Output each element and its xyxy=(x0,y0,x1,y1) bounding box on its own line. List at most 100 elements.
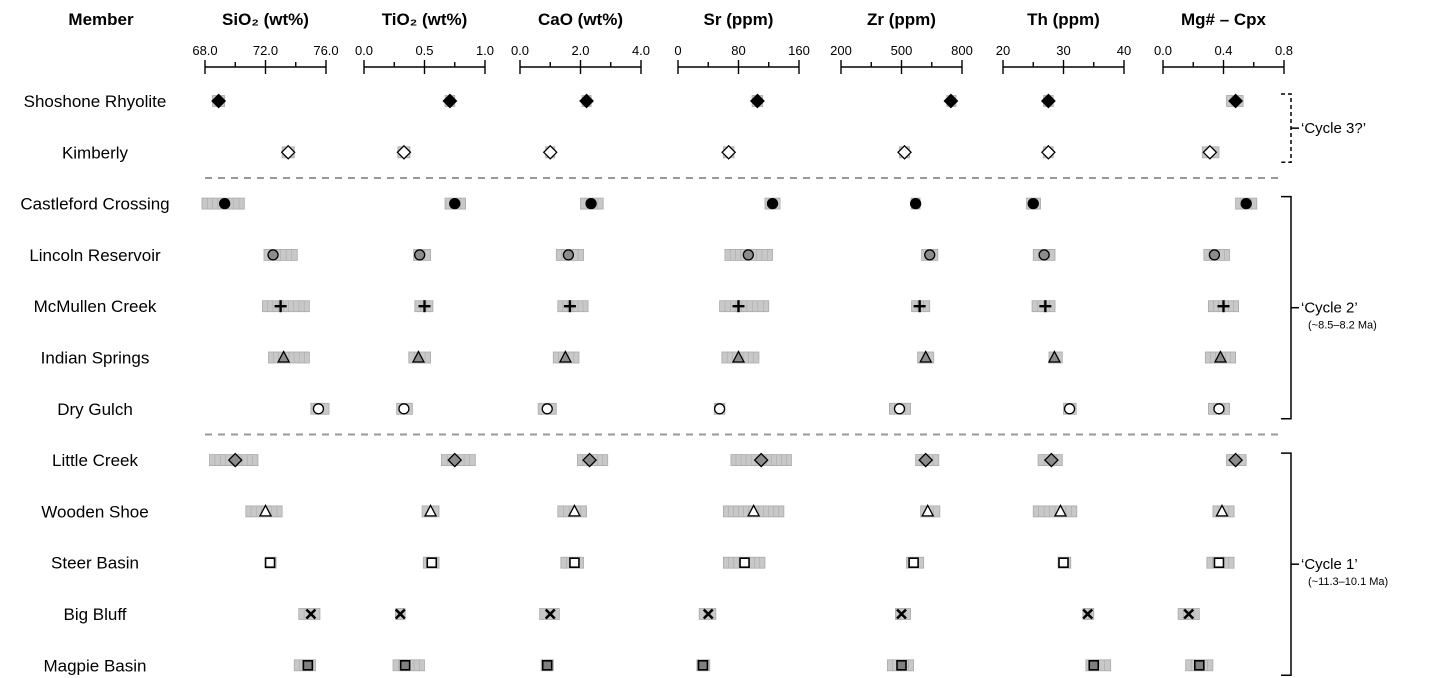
cycle-bracket-0 xyxy=(1281,93,1292,164)
tick-label: 40 xyxy=(1117,43,1131,58)
marker-x-b xyxy=(1183,608,1195,620)
member-header: Member xyxy=(68,10,134,29)
cycle-label-2: ‘Cycle 1’ xyxy=(1301,556,1358,573)
marker-x-b xyxy=(305,608,317,620)
marker-indian-springs-3 xyxy=(731,350,746,363)
marker-x-b xyxy=(394,608,406,620)
cycle-bracket-2 xyxy=(1281,452,1292,677)
marker-steer-basin-3 xyxy=(739,557,750,569)
tick-label: 160 xyxy=(788,43,810,58)
member-label-indian-springs: Indian Springs xyxy=(41,349,150,368)
marker-dry-gulch-5 xyxy=(1063,403,1076,415)
marker-big-bluff-6 xyxy=(1183,608,1195,620)
marker-castleford-crossing-2 xyxy=(585,197,597,210)
marker-shoshone-rhyolite-3 xyxy=(749,93,765,109)
marker-magpie-basin-1 xyxy=(399,659,411,671)
tick-label: 0.0 xyxy=(355,43,373,58)
column-title-6: Mg# – Cpx xyxy=(1181,10,1267,29)
column-title-0: SiO₂ (wt%) xyxy=(222,10,309,29)
marker-little-creek-0 xyxy=(227,452,243,468)
marker-big-bluff-5 xyxy=(1082,608,1094,620)
member-label-little-creek: Little Creek xyxy=(52,451,138,470)
marker-kimberly-0 xyxy=(280,144,296,160)
marker-x-b xyxy=(1082,608,1094,620)
member-label-mcmullen-creek: McMullen Creek xyxy=(34,297,157,316)
marker-x-b xyxy=(702,608,714,620)
marker-x-b xyxy=(896,608,907,620)
tick-label: 72.0 xyxy=(253,43,278,58)
member-label-big-bluff: Big Bluff xyxy=(63,605,126,624)
tick-label: 30 xyxy=(1056,43,1070,58)
marker-shoshone-rhyolite-4 xyxy=(943,93,959,109)
marker-indian-springs-6 xyxy=(1213,350,1228,363)
marker-kimberly-2 xyxy=(542,144,558,160)
marker-shoshone-rhyolite-6 xyxy=(1228,93,1244,109)
tick-label: 0.5 xyxy=(415,43,433,58)
tick-label: 500 xyxy=(891,43,913,58)
marker-mcmullen-creek-1 xyxy=(418,300,431,313)
marker-wooden-shoe-2 xyxy=(567,503,582,517)
marker-magpie-basin-3 xyxy=(697,659,709,671)
marker-shoshone-rhyolite-1 xyxy=(442,93,458,109)
tick-label: 0.4 xyxy=(1214,43,1232,58)
marker-mcmullen-creek-0 xyxy=(274,300,287,313)
marker-magpie-basin-4 xyxy=(896,659,907,671)
tick-label: 20 xyxy=(996,43,1010,58)
marker-little-creek-3 xyxy=(753,452,769,468)
marker-castleford-crossing-5 xyxy=(1027,197,1039,210)
cycle-subtitle-1: (~8.5–8.2 Ma) xyxy=(1308,320,1377,332)
cycle-brackets: ‘Cycle 3?’ ‘Cycle 2’ (~8.5–8.2 Ma) ‘Cycle 1… xyxy=(1281,93,1388,677)
marker-lincoln-reservoir-0 xyxy=(267,249,279,261)
marker-castleford-crossing-3 xyxy=(766,197,779,210)
marker-little-creek-4 xyxy=(918,452,934,468)
marker-lincoln-reservoir-5 xyxy=(1038,249,1050,261)
column-axes: 68.0 72.0 76.0 0.0 0.5 1.0 0.0 2.0 4.0 0 80 160 200 5… xyxy=(192,43,1293,74)
marker-shoshone-rhyolite-0 xyxy=(211,93,227,109)
marker-magpie-basin-6 xyxy=(1194,659,1205,671)
marker-indian-springs-2 xyxy=(558,350,572,363)
marker-shoshone-rhyolite-5 xyxy=(1040,93,1056,109)
marker-magpie-basin-0 xyxy=(302,659,314,671)
marker-wooden-shoe-6 xyxy=(1215,503,1229,517)
marker-castleford-crossing-1 xyxy=(449,197,461,210)
marker-castleford-crossing-6 xyxy=(1240,197,1252,210)
marker-mcmullen-creek-4 xyxy=(913,300,926,313)
marker-wooden-shoe-5 xyxy=(1053,503,1068,517)
cycle-dividers xyxy=(205,176,1283,436)
member-label-dry-gulch: Dry Gulch xyxy=(57,400,133,419)
tick-label: 800 xyxy=(951,43,973,58)
marker-indian-springs-1 xyxy=(411,350,426,363)
column-title-4: Zr (ppm) xyxy=(867,10,936,29)
marker-mcmullen-creek-6 xyxy=(1217,300,1230,313)
marker-little-creek-5 xyxy=(1043,452,1059,468)
tick-label: 76.0 xyxy=(313,43,338,58)
marker-wooden-shoe-4 xyxy=(921,503,935,517)
range-bars xyxy=(201,95,1258,672)
tick-label: 80 xyxy=(731,43,745,58)
marker-indian-springs-0 xyxy=(277,350,291,363)
cycle-label-1: ‘Cycle 2’ xyxy=(1301,300,1358,317)
marker-dry-gulch-2 xyxy=(541,403,553,415)
marker-dry-gulch-3 xyxy=(713,403,726,415)
marker-lincoln-reservoir-2 xyxy=(562,249,575,261)
marker-dry-gulch-6 xyxy=(1213,403,1225,415)
marker-dry-gulch-4 xyxy=(893,403,906,415)
marker-wooden-shoe-3 xyxy=(747,503,761,517)
tick-label: 2.0 xyxy=(571,43,589,58)
marker-steer-basin-4 xyxy=(908,557,919,569)
column-headers: Member SiO₂ (wt%) TiO₂ (wt%) CaO (wt%) Sr (p… xyxy=(68,10,1266,29)
marker-x-b xyxy=(544,608,556,620)
tick-label: 0.0 xyxy=(1154,43,1172,58)
marker-steer-basin-5 xyxy=(1058,557,1069,569)
marker-castleford-crossing-0 xyxy=(219,197,231,210)
marker-steer-basin-1 xyxy=(426,557,438,569)
column-title-2: CaO (wt%) xyxy=(538,10,623,29)
column-title-1: TiO₂ (wt%) xyxy=(382,10,468,29)
cycle-label-0: ‘Cycle 3?’ xyxy=(1301,120,1366,137)
marker-mcmullen-creek-5 xyxy=(1039,300,1052,313)
member-label-castleford-crossing: Castleford Crossing xyxy=(20,195,169,214)
column-title-5: Th (ppm) xyxy=(1027,10,1100,29)
marker-little-creek-6 xyxy=(1228,452,1244,468)
member-label-magpie-basin: Magpie Basin xyxy=(43,656,146,675)
